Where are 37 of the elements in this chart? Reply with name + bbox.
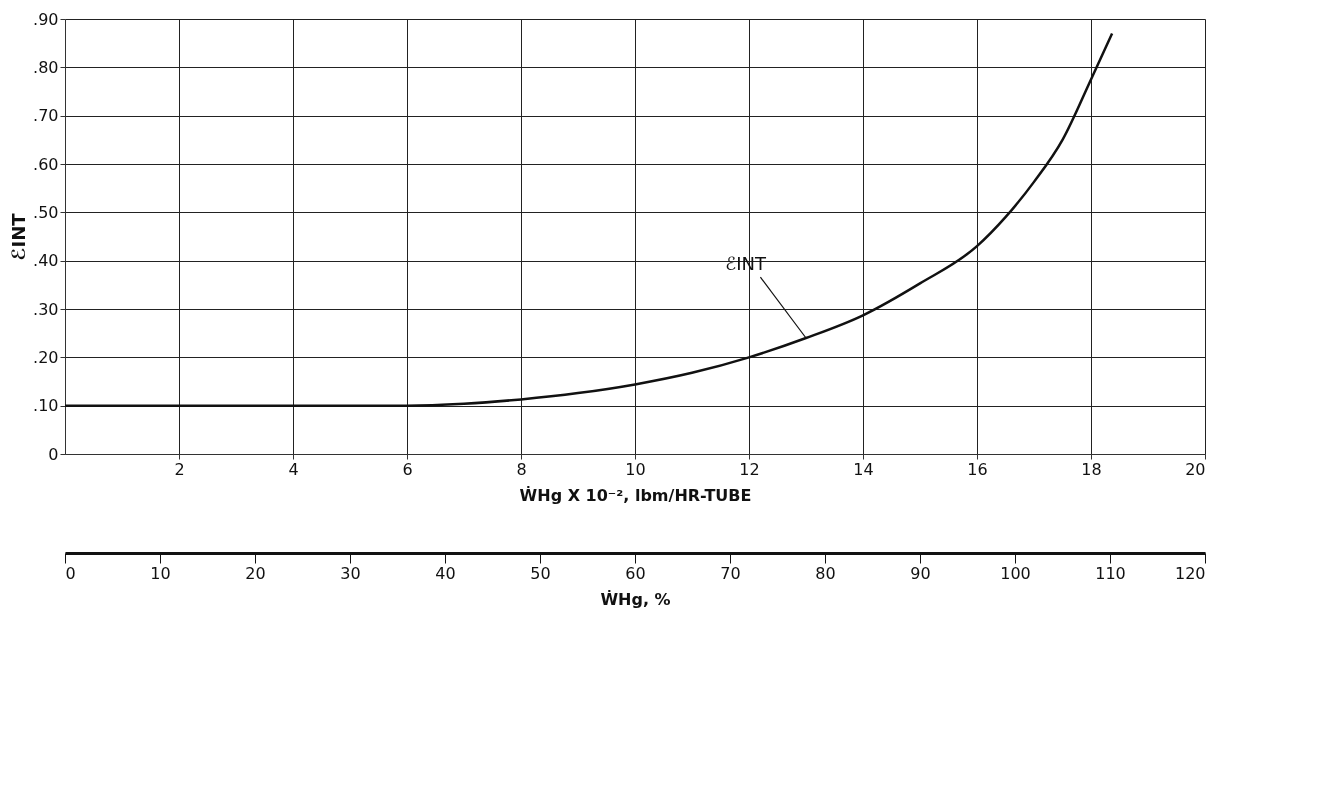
x2-tick-label: 30 — [340, 563, 361, 583]
x2-tick-label: 90 — [910, 563, 931, 583]
x2-tick-label: 70 — [720, 563, 741, 583]
y-tick-label: .20 — [33, 347, 59, 367]
x2-tick-label: 80 — [815, 563, 836, 583]
y-tick-label: .70 — [33, 106, 59, 126]
y-tick-label: 0 — [48, 444, 59, 464]
x-tick-label: 16 — [967, 459, 988, 479]
x-tick-label: 10 — [625, 459, 646, 479]
x-tick-label: 18 — [1081, 459, 1102, 479]
x-tick-label: 14 — [853, 459, 874, 479]
x2-tick-label: 120 — [1174, 563, 1206, 583]
y-axis-title: ℰINT — [8, 212, 30, 261]
x2-tick-label: 50 — [530, 563, 551, 583]
y-tick-label: .90 — [33, 9, 59, 29]
x2-tick-label: 40 — [435, 563, 456, 583]
x-axis-title: ẆHg X 10⁻², lbm/HR-TUBE — [519, 485, 752, 505]
x2-tick-label: 0 — [65, 563, 76, 583]
x-tick-label: 20 — [1185, 459, 1206, 479]
y-tick-label: .30 — [33, 299, 59, 319]
x-tick-label: 2 — [174, 459, 185, 479]
x-tick-label: 8 — [516, 459, 527, 479]
x-tick-label: 12 — [739, 459, 760, 479]
x2-tick-label: 60 — [625, 563, 646, 583]
y-tick-label: .80 — [33, 57, 59, 77]
x2-tick-label: 100 — [1000, 563, 1031, 583]
x-tick-label: 6 — [402, 459, 413, 479]
x2-axis-title: ẆHg, % — [600, 589, 671, 609]
x2-tick-label: 10 — [150, 563, 171, 583]
line-series — [63, 32, 1114, 407]
x-tick-label: 4 — [288, 459, 299, 479]
x2-tick-label: 110 — [1095, 563, 1126, 583]
y-tick-label: .40 — [33, 251, 59, 271]
y-tick-label: .50 — [33, 202, 59, 222]
y-tick-label: .60 — [33, 154, 59, 174]
y-tick-label: .10 — [33, 396, 59, 416]
x2-tick-label: 20 — [245, 563, 266, 583]
